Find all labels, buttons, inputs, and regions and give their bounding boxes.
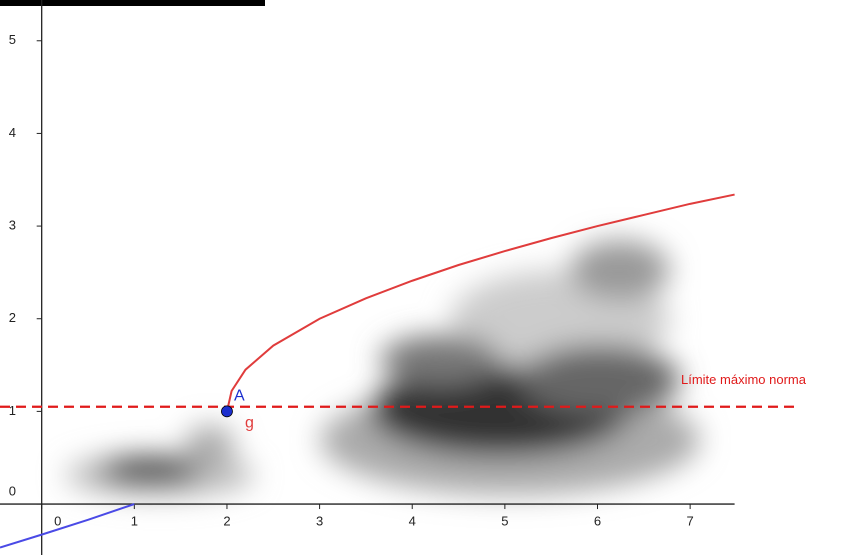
curve-label: g bbox=[245, 415, 254, 432]
x-tick-label: 4 bbox=[409, 513, 416, 528]
y-tick-label: 5 bbox=[9, 32, 16, 47]
y-tick-label: 0 bbox=[9, 483, 16, 498]
x-tick-label: 6 bbox=[594, 513, 601, 528]
x-tick-label: 0 bbox=[54, 513, 61, 528]
y-tick-label: 4 bbox=[9, 125, 16, 140]
limit-label: Límite máximo norma bbox=[681, 372, 807, 387]
x-tick-label: 3 bbox=[316, 513, 323, 528]
y-tick-label: 2 bbox=[9, 310, 16, 325]
y-tick-label: 1 bbox=[9, 403, 16, 418]
function-curve bbox=[0, 503, 135, 549]
x-tick-label: 7 bbox=[687, 513, 694, 528]
smoke-image bbox=[65, 240, 700, 497]
toolbar-strip bbox=[0, 0, 265, 6]
x-tick-label: 2 bbox=[223, 513, 230, 528]
function-curve bbox=[225, 193, 735, 412]
point bbox=[221, 405, 233, 418]
point-label: A bbox=[234, 388, 245, 405]
x-tick-label: 5 bbox=[501, 513, 508, 528]
y-tick-label: 3 bbox=[9, 218, 16, 233]
x-tick-label: 1 bbox=[131, 513, 138, 528]
